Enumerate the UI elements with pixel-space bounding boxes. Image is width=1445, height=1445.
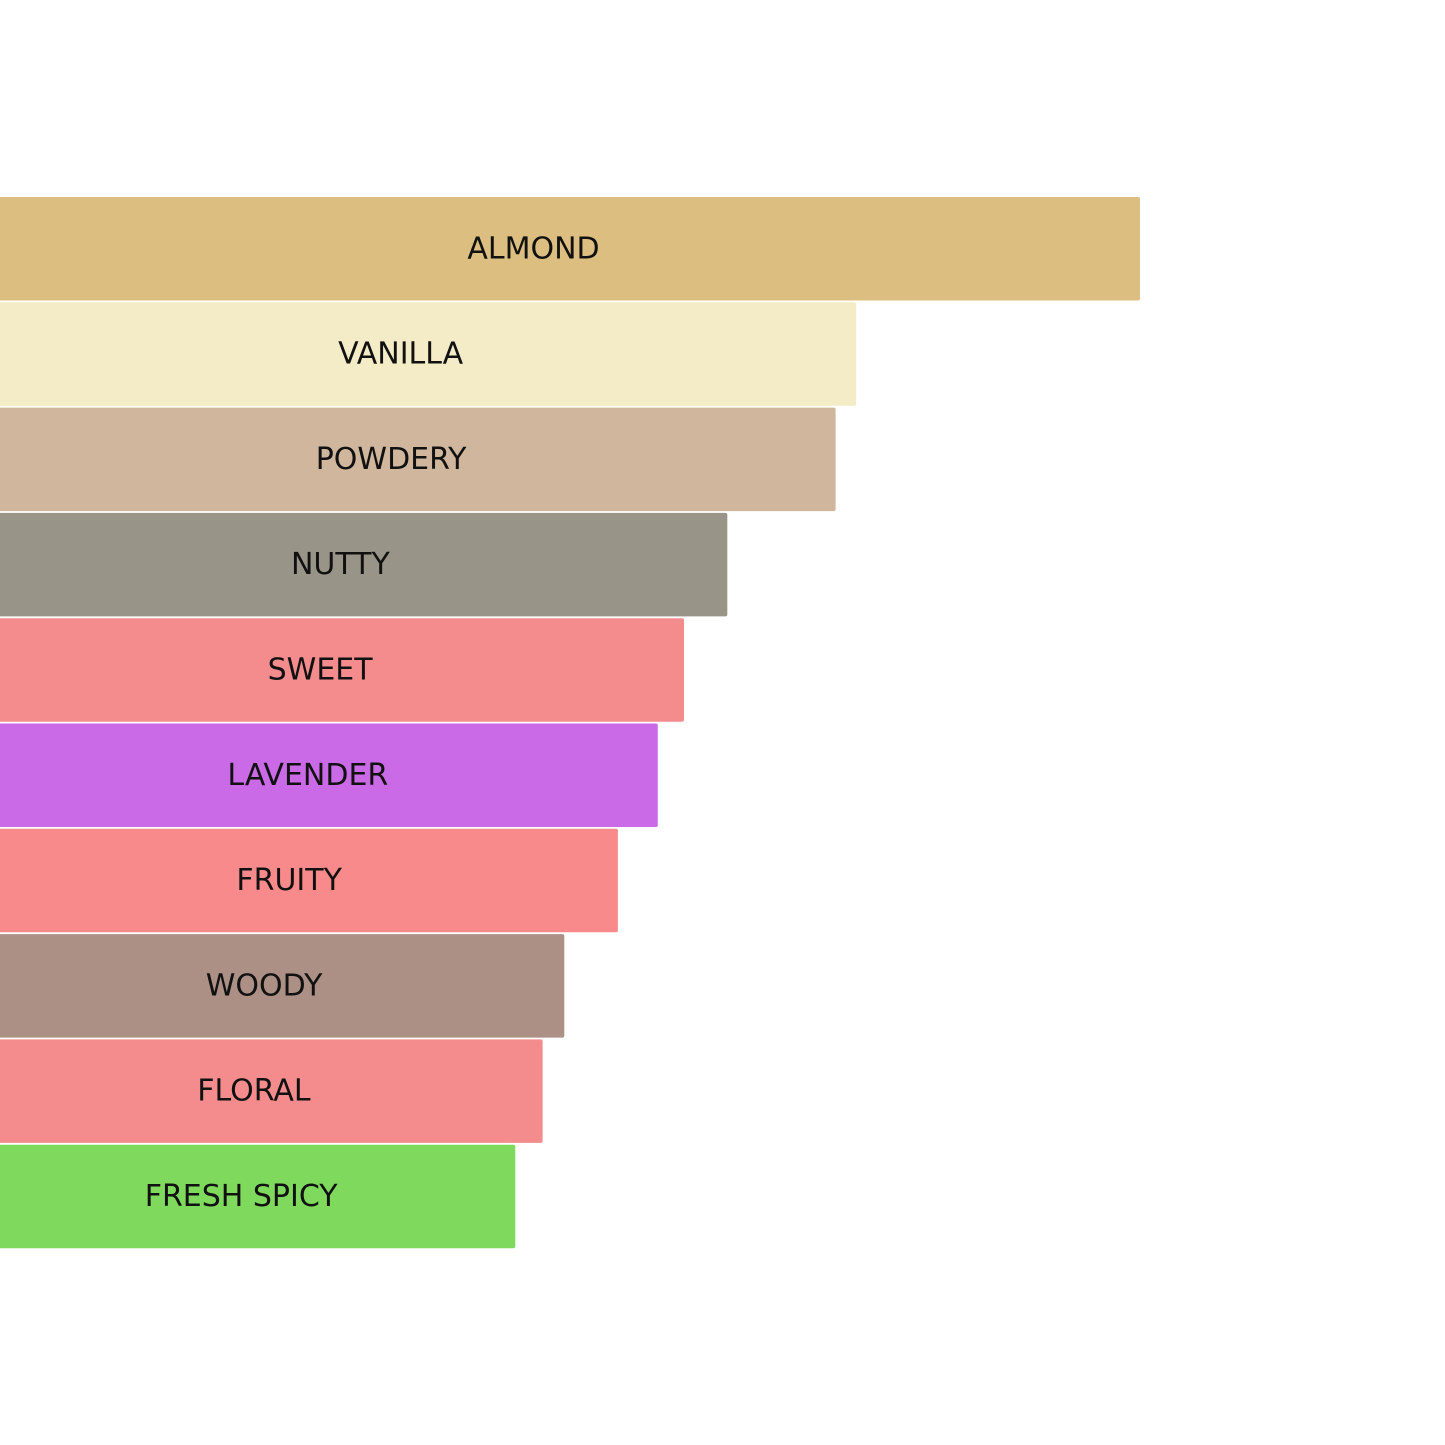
bar-label-sweet: SWEET — [268, 652, 374, 687]
bar-label-vanilla: VANILLA — [338, 337, 464, 372]
bars-group — [0, 197, 1140, 1249]
labels-group: ALMOND VANILLA POWDERY NUTTY SWEET LAVENDER FR… — [145, 231, 600, 1214]
bar-label-woody: WOODY — [206, 968, 323, 1003]
bar-label-almond: ALMOND — [467, 231, 599, 266]
bar-almond — [0, 197, 1140, 301]
bar-woody — [0, 934, 565, 1038]
bar-label-lavender: LAVENDER — [227, 758, 388, 793]
bar-label-fresh-spicy: FRESH SPICY — [145, 1179, 339, 1214]
bar-label-nutty: NUTTY — [291, 547, 391, 582]
bar-vanilla — [0, 302, 857, 406]
bar-sweet — [0, 618, 684, 722]
bar-fresh-spicy — [0, 1144, 516, 1249]
bar-label-floral: FLORAL — [197, 1074, 311, 1109]
bar-label-powdery: POWDERY — [316, 442, 467, 477]
bar-powdery — [0, 407, 836, 512]
bar-floral — [0, 1039, 543, 1143]
bar-lavender — [0, 723, 658, 827]
bar-label-fruity: FRUITY — [236, 863, 342, 898]
bar-nutty — [0, 512, 728, 617]
bar-fruity — [0, 828, 618, 933]
